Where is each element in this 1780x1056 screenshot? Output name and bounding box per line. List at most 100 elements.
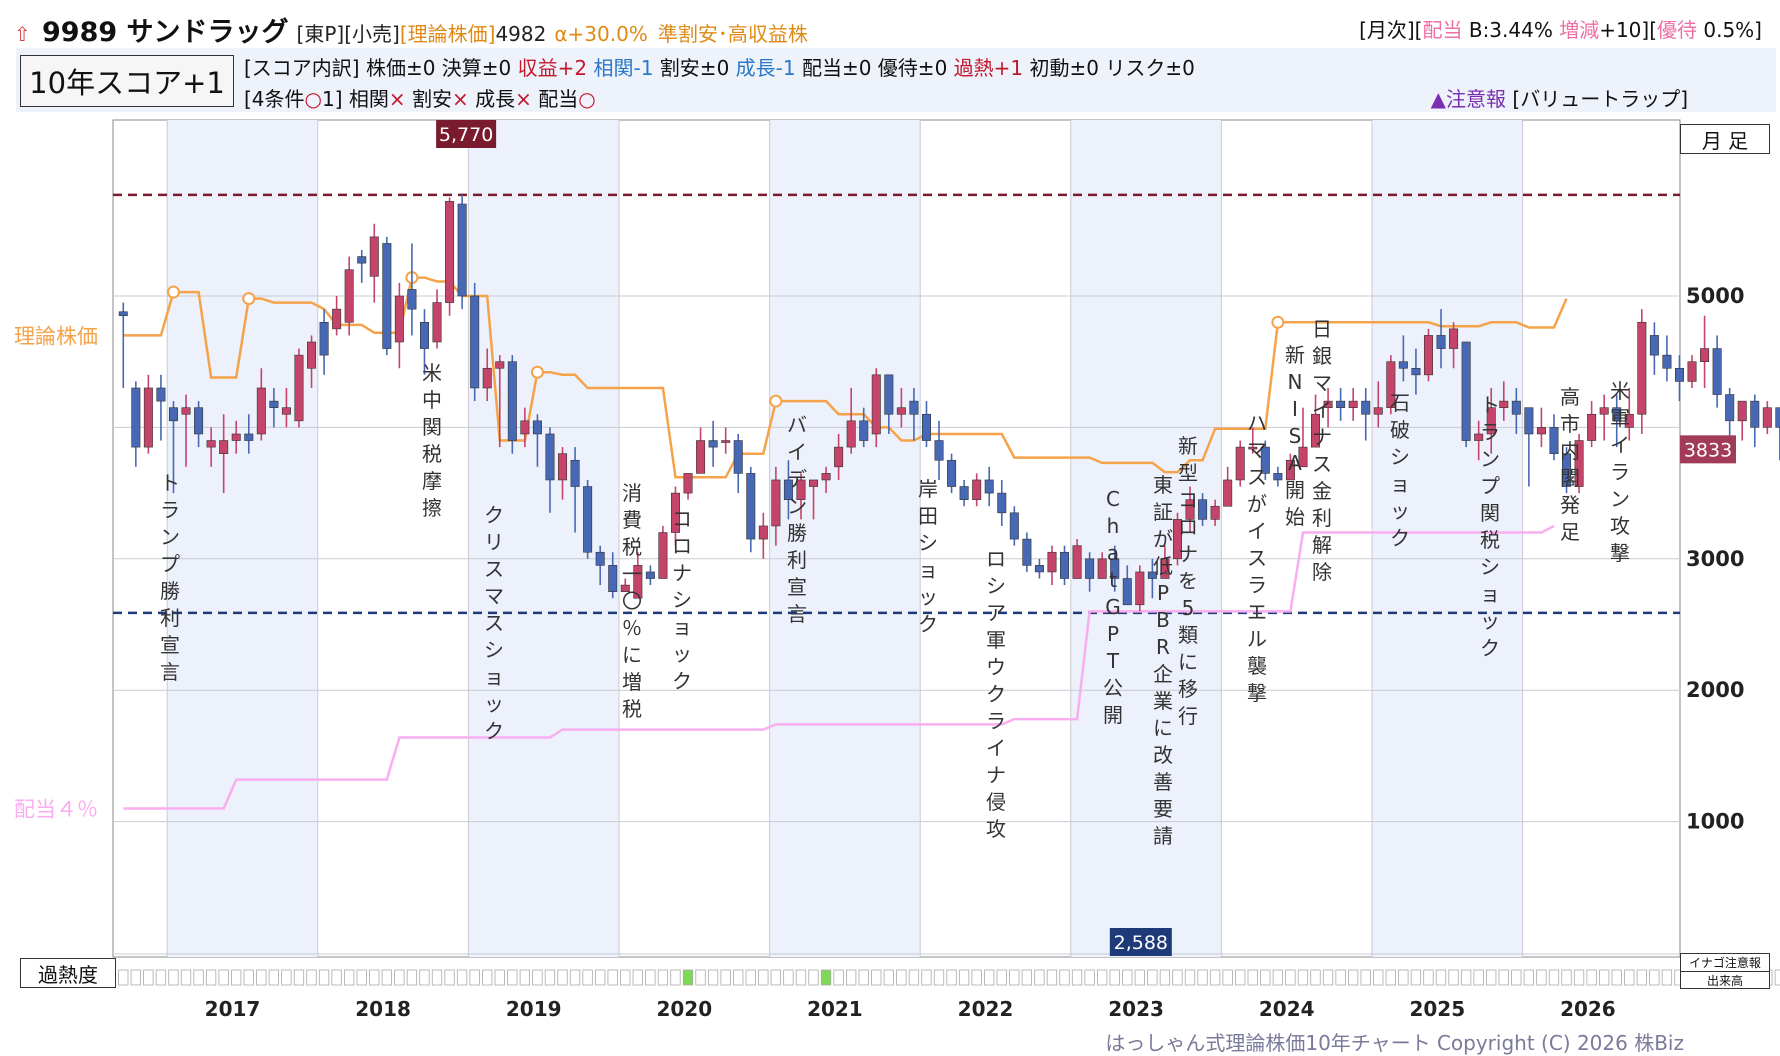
candle-body bbox=[332, 308, 342, 330]
candle-body bbox=[194, 407, 204, 435]
event-label-char: 擦 bbox=[422, 496, 442, 520]
event-label-char: ナ bbox=[986, 763, 1006, 787]
event-label-char: 撃 bbox=[1610, 541, 1630, 565]
candle-body bbox=[959, 486, 969, 500]
year-band bbox=[167, 120, 318, 957]
candle-body bbox=[1298, 446, 1308, 468]
candle-body bbox=[1599, 407, 1609, 415]
overheat-cell bbox=[1122, 969, 1133, 986]
overheat-cell bbox=[783, 969, 794, 986]
overheat-cell bbox=[707, 969, 719, 986]
candle-body bbox=[1750, 400, 1760, 428]
candle-body bbox=[1060, 551, 1070, 579]
inago-button[interactable]: イナゴ注意報 bbox=[1680, 953, 1770, 972]
rest-score-1: 配当±0 優待±0 bbox=[795, 56, 954, 80]
volume-button[interactable]: 出来高 bbox=[1680, 971, 1770, 989]
event-label-char: 岸 bbox=[918, 477, 938, 501]
x-tick-label: 2020 bbox=[656, 997, 712, 1021]
overheat-cell bbox=[143, 969, 154, 986]
event-label-char: 利 bbox=[1312, 506, 1332, 530]
overheat-cell bbox=[632, 969, 643, 986]
candle-body bbox=[1587, 413, 1597, 441]
overheat-cell bbox=[1147, 969, 1158, 986]
overheat-cell bbox=[1373, 969, 1384, 986]
event-label-char: I bbox=[1292, 397, 1298, 421]
event-label-char: 田 bbox=[918, 504, 938, 528]
event-label-char: G bbox=[1105, 595, 1121, 619]
theory-jump-dot bbox=[530, 365, 544, 379]
event-label-char: 費 bbox=[622, 508, 642, 532]
overheat-cell bbox=[1034, 969, 1045, 986]
event-label-char: 善 bbox=[1153, 770, 1173, 794]
event-label-char: 襲 bbox=[1247, 654, 1267, 678]
overheat-cell bbox=[406, 969, 418, 986]
dividend-line-label: 配当４％ bbox=[14, 797, 98, 821]
candle-body bbox=[1085, 558, 1095, 579]
event-label-char: 宣 bbox=[787, 575, 807, 599]
overheat-cell bbox=[231, 969, 242, 986]
candle-body bbox=[758, 525, 768, 540]
event-label-char: プ bbox=[160, 552, 180, 576]
candle-body bbox=[645, 571, 655, 579]
candle-body bbox=[771, 479, 781, 527]
candle-body bbox=[1248, 446, 1258, 450]
cond-growth: 成長 bbox=[468, 87, 516, 111]
overheat-cell bbox=[808, 969, 819, 986]
candle-body bbox=[1047, 551, 1057, 573]
event-label-char: 足 bbox=[1560, 520, 1580, 544]
candle-body bbox=[708, 440, 718, 448]
candle-body bbox=[721, 440, 731, 443]
event-label-char: 〇 bbox=[622, 589, 642, 613]
event-label-char: P bbox=[1107, 622, 1119, 646]
overheat-cell bbox=[1473, 969, 1484, 986]
candle-body bbox=[457, 203, 467, 297]
candle-body bbox=[1700, 348, 1710, 362]
event-label-char: 始 bbox=[1285, 505, 1305, 529]
score-panel-bg bbox=[16, 48, 1776, 112]
candle-body bbox=[997, 492, 1007, 514]
event-label-char: 発 bbox=[1560, 493, 1580, 517]
cond-div: 配当 bbox=[531, 87, 579, 111]
candle-body bbox=[1260, 446, 1270, 474]
candle-body bbox=[219, 440, 229, 454]
event-label-char: 税 bbox=[622, 535, 642, 559]
candle-body bbox=[921, 413, 931, 441]
candle-body bbox=[1185, 499, 1195, 520]
candle-body bbox=[746, 473, 756, 540]
cond-cheap-mark: × bbox=[452, 87, 469, 111]
x-tick-label: 2018 bbox=[355, 997, 411, 1021]
overheat-score: 過熱+1 bbox=[953, 56, 1024, 80]
event-label-char: 除 bbox=[1312, 560, 1332, 584]
event-label-char: 言 bbox=[160, 660, 180, 684]
score-box[interactable]: 10年スコア+1 bbox=[20, 55, 234, 107]
overheat-cell bbox=[1084, 969, 1095, 986]
candle-body bbox=[1361, 400, 1371, 415]
overheat-cell bbox=[394, 969, 405, 986]
overheat-cell bbox=[1548, 969, 1560, 986]
event-label-char: 新 bbox=[1178, 434, 1198, 458]
up-arrow-icon: ⇧ bbox=[14, 22, 31, 46]
event-label-char: マ bbox=[1312, 371, 1332, 395]
event-label-char: シ bbox=[672, 588, 692, 612]
event-label-char: 行 bbox=[1178, 704, 1198, 728]
overheat-cell bbox=[1272, 969, 1283, 986]
overheat-cell bbox=[1297, 969, 1309, 986]
event-label-char: ハ bbox=[1247, 411, 1267, 435]
year-band bbox=[769, 120, 921, 957]
stock-title: 9989 サンドラッグ bbox=[42, 17, 289, 48]
period-button[interactable]: 月 足 bbox=[1680, 124, 1770, 154]
candle-body bbox=[445, 201, 455, 303]
candle-body bbox=[1273, 473, 1283, 481]
event-label-char: 銀 bbox=[1312, 344, 1332, 368]
overheat-cell bbox=[1661, 969, 1673, 986]
candle-body bbox=[244, 433, 254, 441]
event-label-char: S bbox=[1289, 424, 1302, 448]
event-label-char: ク bbox=[672, 669, 692, 693]
event-label-char: ウ bbox=[986, 655, 1006, 679]
candle-body bbox=[1499, 400, 1509, 408]
overheat-cell bbox=[356, 969, 367, 986]
candle-body bbox=[1172, 519, 1182, 560]
warning-notice[interactable]: ▲注意報 [バリュートラップ] bbox=[1431, 83, 1688, 112]
event-label-char: ン bbox=[787, 494, 807, 518]
event-label-char: が bbox=[1153, 527, 1173, 551]
